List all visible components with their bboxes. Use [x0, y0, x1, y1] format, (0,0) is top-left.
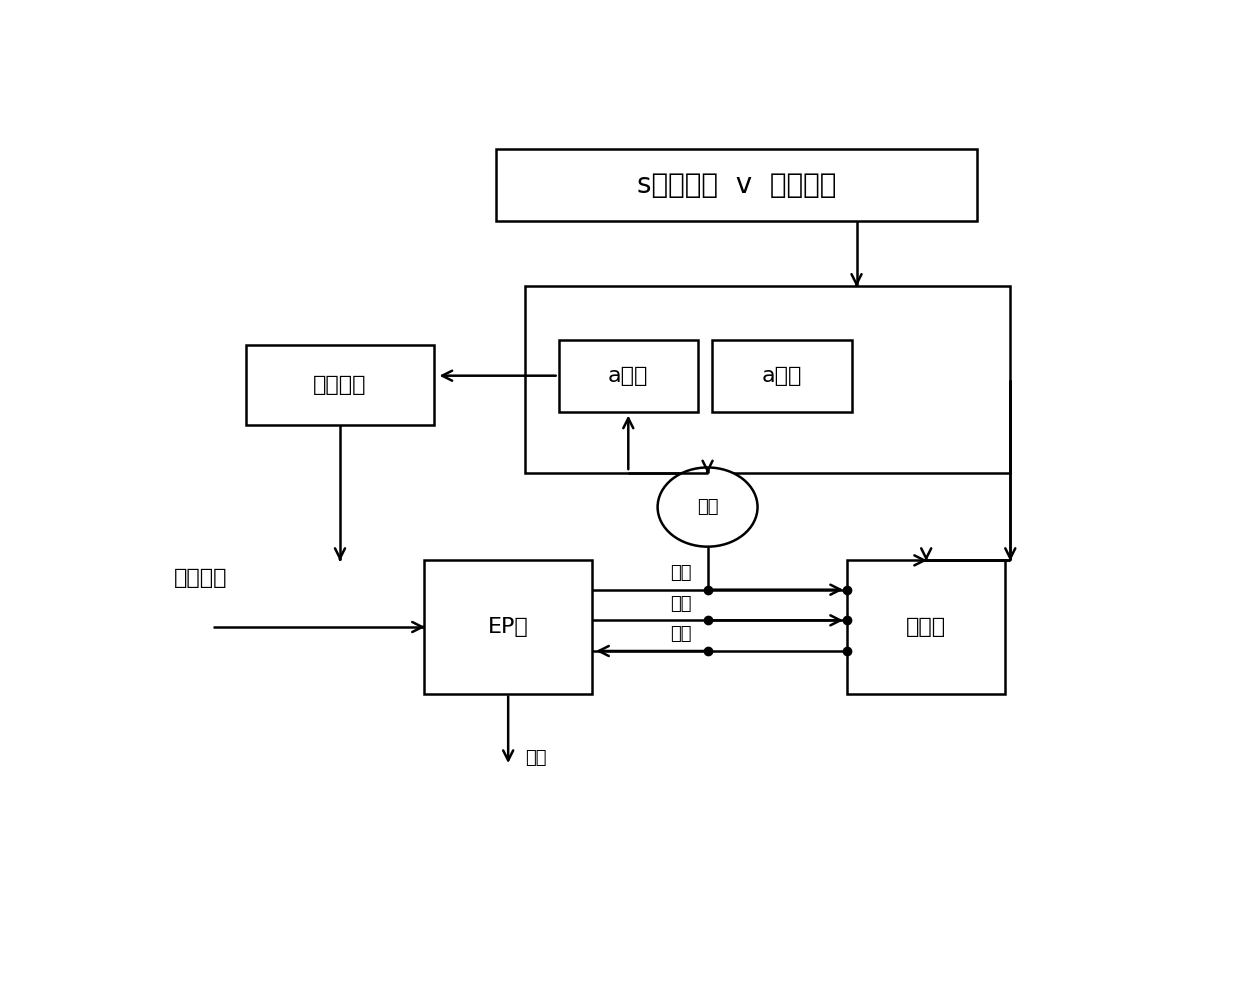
Bar [247, 345, 434, 425]
Text: s实际距离  v  当前速度: s实际距离 v 当前速度 [636, 171, 836, 200]
Circle shape [657, 468, 758, 547]
Bar [558, 339, 698, 411]
Text: 结果信号: 结果信号 [314, 375, 367, 395]
Text: 制动风管: 制动风管 [174, 568, 228, 587]
Text: 排气: 排气 [526, 750, 547, 767]
Text: 充气: 充气 [671, 564, 692, 582]
Bar [424, 561, 593, 693]
Text: 保压: 保压 [671, 594, 692, 612]
Bar [712, 339, 852, 411]
Bar [496, 149, 977, 222]
Text: 排气: 排气 [671, 625, 692, 643]
Text: 压力: 压力 [697, 498, 718, 516]
Text: 制动缸: 制动缸 [906, 617, 946, 637]
Bar [847, 561, 1006, 693]
Text: EP阀: EP阀 [487, 617, 528, 637]
Text: a需求: a需求 [761, 366, 802, 386]
Bar [525, 286, 1011, 473]
Text: a实时: a实时 [608, 366, 649, 386]
